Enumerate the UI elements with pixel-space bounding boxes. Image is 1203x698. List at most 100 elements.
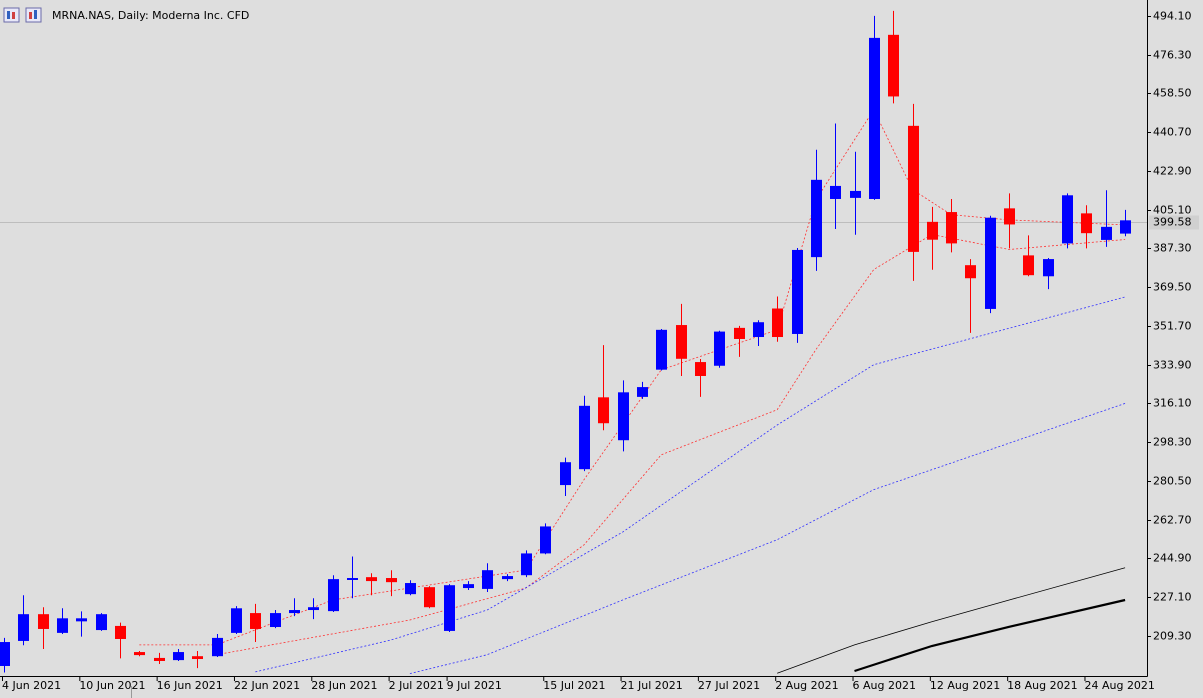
- candle-body: [115, 625, 126, 639]
- y-tick-label: 422.90: [1153, 165, 1192, 178]
- candle-body: [656, 329, 667, 370]
- candle-body: [1101, 226, 1112, 240]
- current-price-label: 399.58: [1153, 216, 1192, 229]
- candle-body: [444, 585, 455, 631]
- candle-body: [231, 608, 242, 633]
- candle-body: [888, 34, 899, 97]
- y-tick-label: 351.70: [1153, 320, 1192, 333]
- candle-body: [482, 570, 493, 589]
- x-tick-label: 15 Jul 2021: [543, 679, 605, 692]
- y-tick-label: 405.10: [1153, 204, 1192, 217]
- x-tick-label: 27 Jul 2021: [698, 679, 760, 692]
- plot-area: [0, 10, 1147, 674]
- candle-body: [1081, 213, 1092, 234]
- y-tick-label: 316.10: [1153, 397, 1192, 410]
- candle-body: [463, 584, 474, 589]
- candle-body: [405, 583, 416, 595]
- y-tick-label: 440.70: [1153, 126, 1192, 139]
- indicator-line: [854, 598, 1126, 673]
- candle-body: [1043, 259, 1054, 277]
- x-tick-label: 4 Jun 2021: [2, 679, 61, 692]
- candle-body: [521, 553, 532, 576]
- y-tick-label: 387.30: [1153, 242, 1192, 255]
- candle-body: [154, 657, 165, 661]
- y-tick-label: 494.10: [1153, 10, 1192, 23]
- candle-body: [965, 265, 976, 279]
- candle-body: [424, 587, 435, 608]
- candle-body: [18, 614, 29, 641]
- candle-body: [1062, 195, 1073, 244]
- candle-body: [772, 308, 783, 338]
- candle-body: [734, 327, 745, 339]
- candle-body: [792, 249, 803, 334]
- candle-body: [579, 405, 590, 470]
- candle-body: [908, 125, 919, 252]
- candle-body: [637, 387, 648, 397]
- candle-body: [173, 652, 184, 661]
- candle-body: [540, 526, 551, 554]
- y-tick-label: 333.90: [1153, 359, 1192, 372]
- candle-body: [695, 362, 706, 376]
- candle-body: [946, 212, 957, 244]
- x-tick-label: 28 Jun 2021: [311, 679, 377, 692]
- candle-body: [985, 217, 996, 309]
- candle-body: [869, 37, 880, 199]
- x-tick-label: 24 Aug 2021: [1084, 679, 1154, 692]
- candle-body: [502, 576, 513, 580]
- symbol-icons: [3, 7, 42, 23]
- candle-body: [289, 610, 300, 614]
- indicator-line: [255, 296, 1126, 673]
- candle-body: [38, 614, 49, 629]
- chart-title: MRNA.NAS, Daily: Moderna Inc. CFD: [52, 9, 249, 22]
- candle-body: [76, 618, 87, 622]
- y-tick-label: 298.30: [1153, 436, 1192, 449]
- y-tick-label: 458.50: [1153, 87, 1192, 100]
- candle-body: [250, 613, 261, 629]
- candle-body: [328, 579, 339, 612]
- x-tick-label: 6 Aug 2021: [853, 679, 916, 692]
- candle-body: [0, 642, 10, 666]
- candle-body: [618, 392, 629, 441]
- candle-body: [850, 190, 861, 198]
- x-tick-label: 10 Jun 2021: [79, 679, 145, 692]
- x-tick-label: 12 Aug 2021: [930, 679, 1000, 692]
- x-tick-label: 21 Jul 2021: [621, 679, 683, 692]
- candle-body: [134, 652, 145, 656]
- candle-body: [830, 185, 841, 199]
- y-tick-label: 244.90: [1153, 552, 1192, 565]
- y-tick-label: 209.30: [1153, 630, 1192, 643]
- candle-body: [308, 607, 319, 611]
- indicator-line: [777, 567, 1126, 674]
- indicator-line: [409, 403, 1126, 674]
- candle-body: [270, 613, 281, 628]
- candle-body: [1120, 220, 1131, 234]
- indicator-line: [216, 234, 1126, 656]
- candle-body: [347, 578, 358, 580]
- candle-body: [192, 656, 203, 660]
- candle-body: [598, 397, 609, 424]
- current-price-box: [1149, 215, 1199, 230]
- candle-body: [1023, 255, 1034, 276]
- candle-body: [560, 462, 571, 486]
- y-tick-label: 476.30: [1153, 49, 1192, 62]
- x-tick-label: 2 Aug 2021: [775, 679, 838, 692]
- x-tick-label: 9 Jul 2021: [447, 679, 502, 692]
- y-tick-label: 280.50: [1153, 475, 1192, 488]
- candle-body: [676, 325, 687, 359]
- candle-body: [212, 637, 223, 657]
- x-tick-label: 22 Jun 2021: [234, 679, 300, 692]
- candle-body: [96, 614, 107, 631]
- x-tick-label: 2 Jul 2021: [389, 679, 444, 692]
- candle-body: [714, 331, 725, 366]
- y-tick-label: 369.50: [1153, 281, 1192, 294]
- candle-body: [927, 221, 938, 240]
- candle-body: [753, 322, 764, 338]
- x-tick-label: 16 Jun 2021: [157, 679, 223, 692]
- y-tick-label: 262.70: [1153, 514, 1192, 527]
- candle-body: [1004, 208, 1015, 225]
- candle-body: [386, 578, 397, 583]
- candle-body: [811, 179, 822, 258]
